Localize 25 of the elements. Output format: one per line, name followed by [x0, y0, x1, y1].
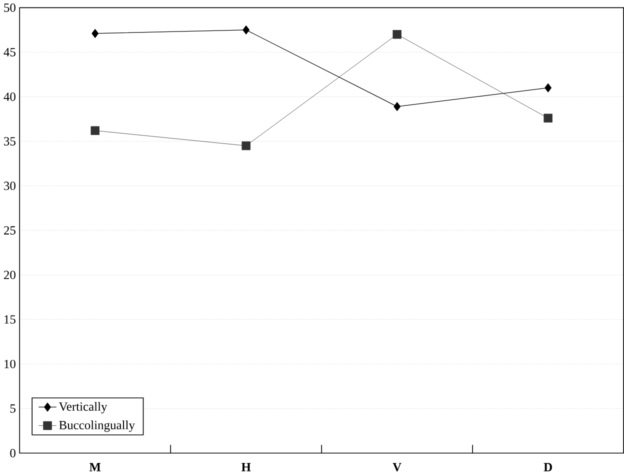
- y-tick-label: 15: [4, 315, 16, 324]
- y-tick-label: 0: [10, 448, 16, 458]
- point: [544, 114, 552, 123]
- point: [92, 29, 99, 38]
- x-tick-label: H: [241, 463, 251, 472]
- x-tick-label: M: [89, 463, 101, 472]
- y-tick-label: 35: [4, 137, 16, 146]
- legend-label: Buccolingually: [59, 420, 135, 432]
- y-tick-label: 30: [4, 182, 16, 190]
- point: [242, 141, 250, 150]
- y-tick-label: 5: [10, 404, 16, 413]
- x-tick-label: V: [392, 463, 402, 472]
- y-tick-label: 40: [4, 92, 16, 102]
- y-tick-label: 50: [4, 4, 16, 12]
- point: [90, 126, 100, 136]
- point: [394, 102, 401, 112]
- y-tick-label: 45: [4, 48, 16, 56]
- x-tick-label: D: [544, 463, 552, 472]
- point: [544, 83, 552, 92]
- point: [242, 26, 250, 34]
- legend-label: Vertically: [58, 402, 108, 414]
- y-tick-label: 20: [4, 270, 16, 280]
- point: [392, 30, 402, 39]
- y-tick-label: 25: [4, 226, 16, 235]
- y-tick-label: 10: [4, 360, 16, 368]
